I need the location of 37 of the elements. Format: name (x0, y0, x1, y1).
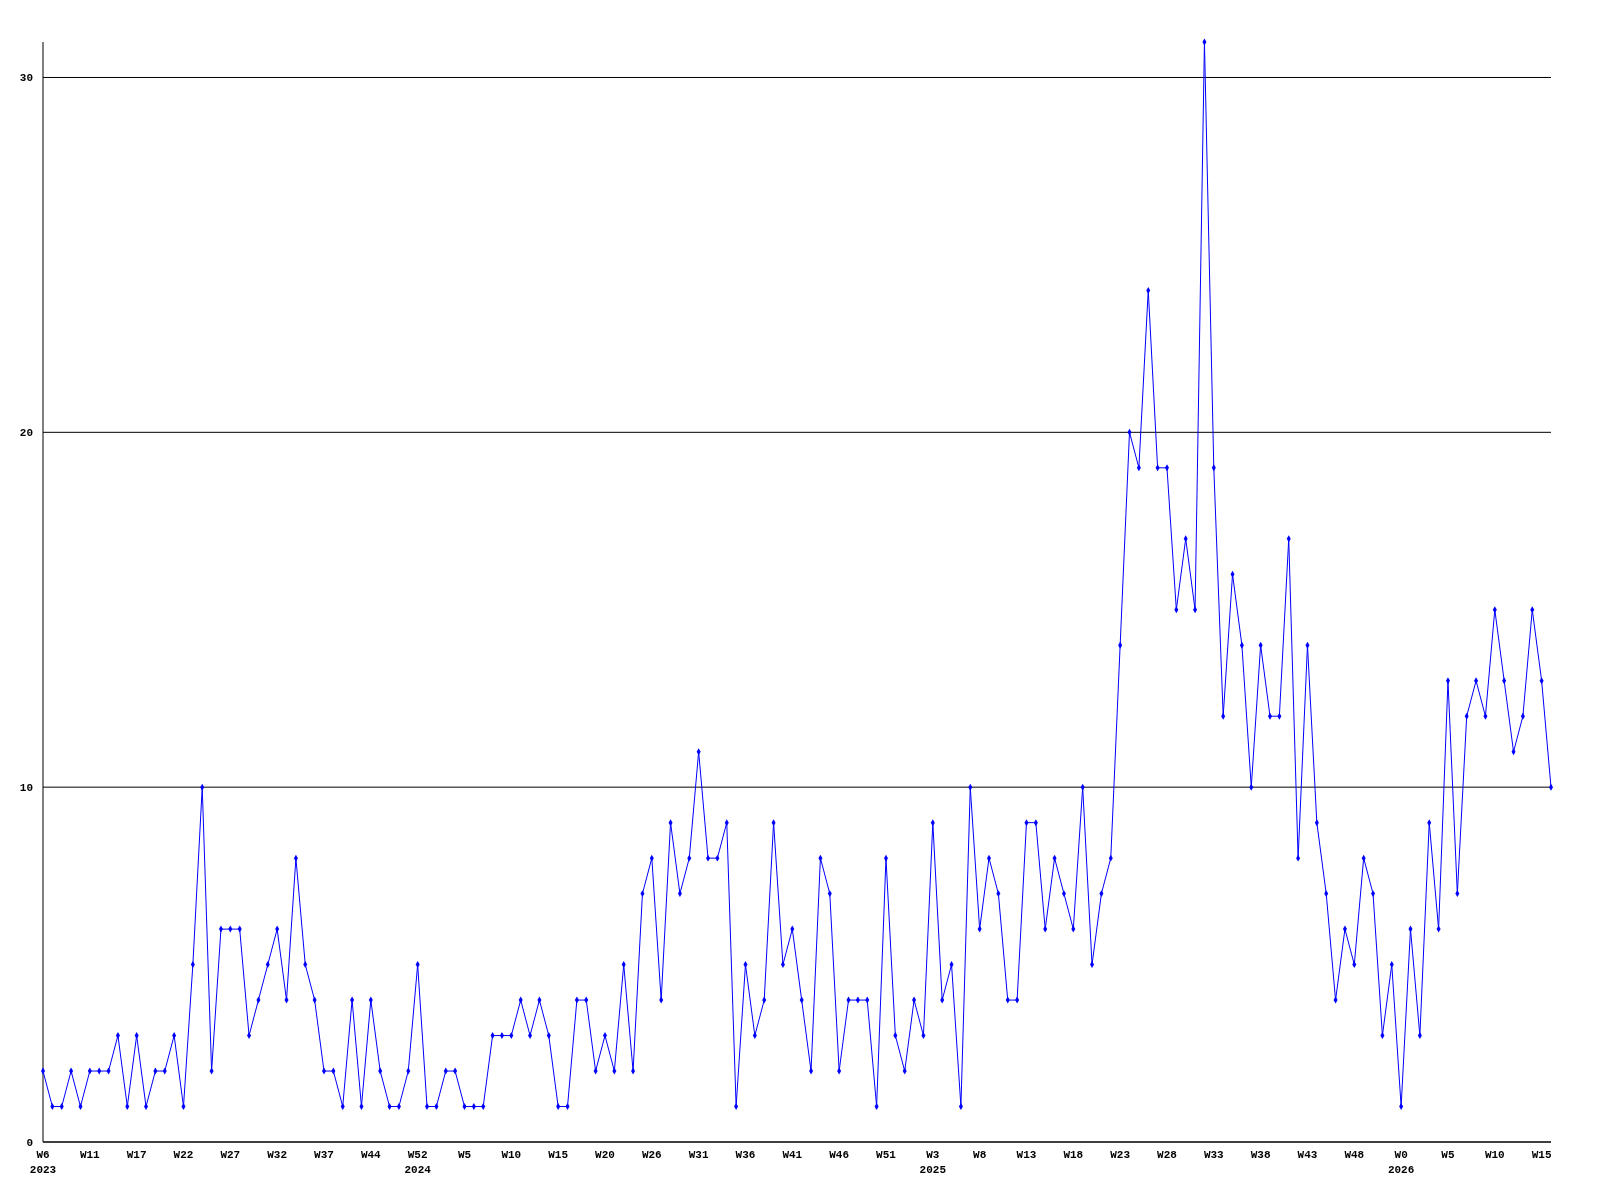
x-tick-label: W28 (1157, 1149, 1178, 1161)
x-tick-label: W32 (267, 1149, 288, 1161)
x-tick-label: W20 (595, 1149, 615, 1161)
x-tick-label: W52 2024 (404, 1149, 432, 1176)
x-tick-label: W26 (641, 1149, 662, 1161)
x-tick-label: W3 2025 (919, 1149, 947, 1176)
x-tick-label: W48 (1344, 1149, 1365, 1161)
x-tick-label: W8 (973, 1149, 987, 1161)
x-tick-label: W31 (688, 1149, 709, 1161)
x-tick-label: W46 (829, 1149, 850, 1161)
x-tick-label: W23 (1110, 1149, 1131, 1161)
x-tick-label: W37 (314, 1149, 334, 1161)
x-tick-label: W43 (1297, 1149, 1318, 1161)
x-tick-label: W17 (126, 1149, 147, 1161)
y-tick-label: 10 (19, 782, 33, 795)
x-tick-label: W41 (782, 1149, 803, 1161)
x-tick-label: W22 (173, 1149, 194, 1161)
y-tick-label: 30 (19, 72, 33, 85)
x-tick-label: W15 (548, 1149, 569, 1161)
x-tick-label: W18 (1063, 1149, 1084, 1161)
y-tick-label: 0 (26, 1136, 33, 1149)
x-tick-label: W6 2023 (29, 1149, 57, 1176)
x-tick-label: W27 (220, 1149, 241, 1161)
x-tick-label: W51 (876, 1149, 897, 1161)
x-tick-label: W13 (1016, 1149, 1037, 1161)
y-tick-label: 20 (19, 427, 33, 440)
x-tick-label: W36 (735, 1149, 756, 1161)
x-tick-label: W0 2026 (1387, 1149, 1415, 1176)
x-tick-label: W5 (1441, 1149, 1455, 1161)
x-tick-label: W5 (457, 1149, 472, 1161)
x-tick-label: W10 (501, 1149, 522, 1161)
x-tick-label: W33 (1203, 1149, 1225, 1161)
x-tick-label: W44 (360, 1149, 382, 1161)
x-tick-label: W10 (1484, 1149, 1505, 1161)
x-tick-label: W11 (79, 1149, 101, 1161)
x-tick-label: W15 (1531, 1149, 1552, 1161)
x-tick-label: W38 (1250, 1149, 1271, 1161)
